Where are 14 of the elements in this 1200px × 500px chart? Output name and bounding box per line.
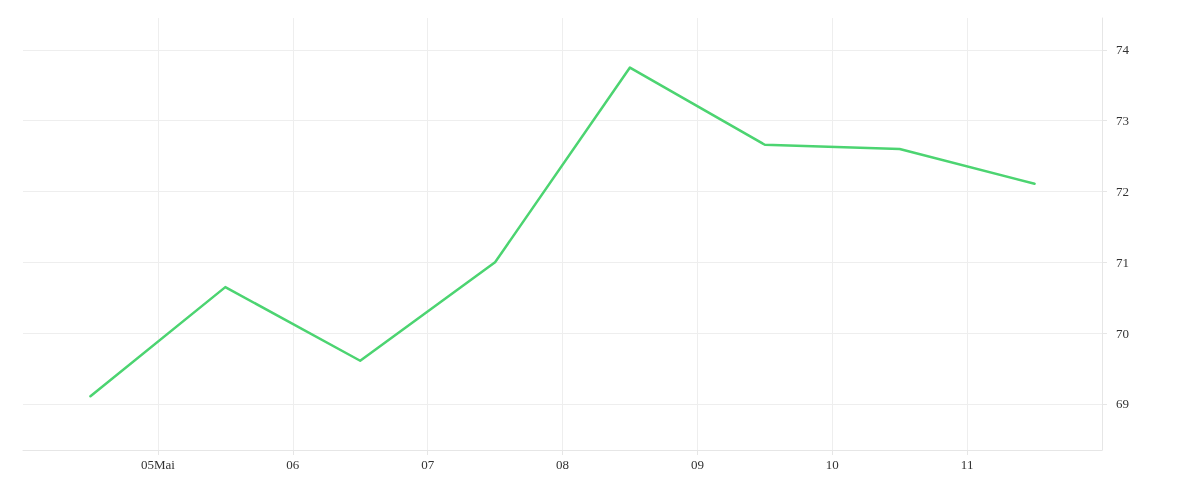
y-tick-label: 70 [1116,325,1129,341]
x-tick-label: 08 [556,457,569,472]
y-tick-label: 69 [1116,396,1129,412]
x-tick-label: 11 [960,457,974,472]
x-tick-label: 06 [286,457,300,472]
x-tick-label: 09 [690,457,704,472]
x-tick-label: 10 [825,457,839,472]
y-tick-label: 71 [1116,254,1129,270]
x-tick-label: 07 [421,457,435,472]
x-tick-label: 05Mai [140,457,176,472]
y-tick-label: 72 [1116,184,1129,200]
line-series [89,66,1036,398]
y-tick-label: 73 [1116,113,1129,129]
y-tick-label: 74 [1116,42,1130,58]
